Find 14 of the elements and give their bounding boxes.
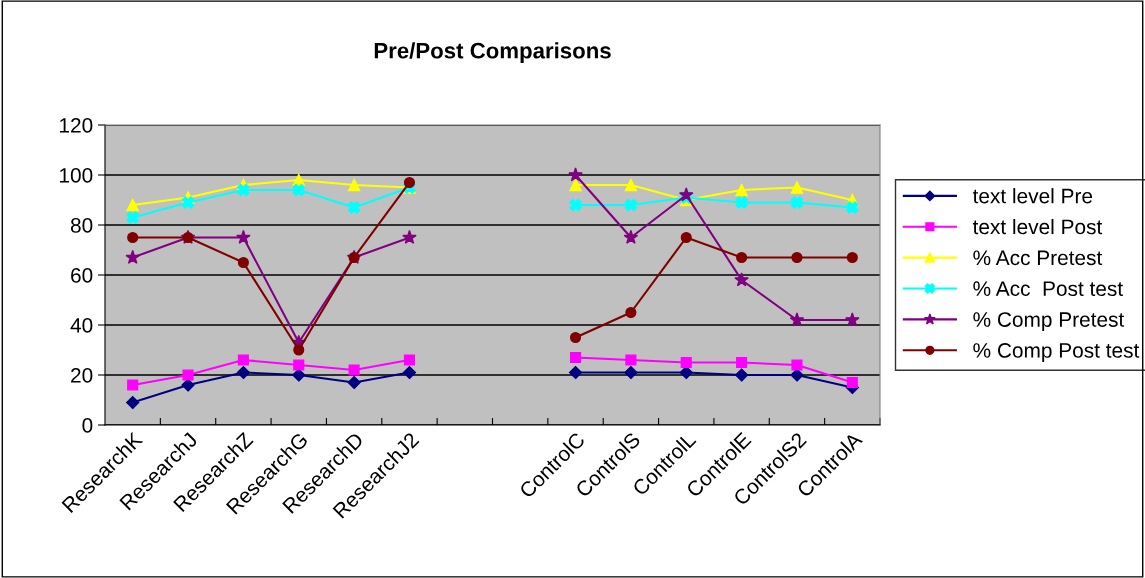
- legend-label: % Comp Pretest: [973, 312, 1125, 332]
- y-tick-label: 60: [71, 268, 93, 283]
- legend-label: % Acc Post test: [973, 281, 1123, 297]
- y-tick-label: 40: [70, 318, 93, 333]
- legend-label: text level Pre: [972, 188, 1093, 204]
- legend-label: % Comp Post test: [973, 343, 1140, 362]
- y-tick-label: 0: [82, 418, 93, 433]
- y-tick-label: 20: [71, 368, 93, 383]
- legend-label: % Acc Pretest: [973, 250, 1103, 266]
- y-tick-label: 80: [70, 218, 93, 233]
- chart-title: Pre/Post Comparisons: [374, 42, 611, 63]
- y-tick-label: 120: [60, 118, 93, 133]
- legend-label: text level Post: [972, 218, 1103, 235]
- y-tick-label: 100: [60, 168, 93, 183]
